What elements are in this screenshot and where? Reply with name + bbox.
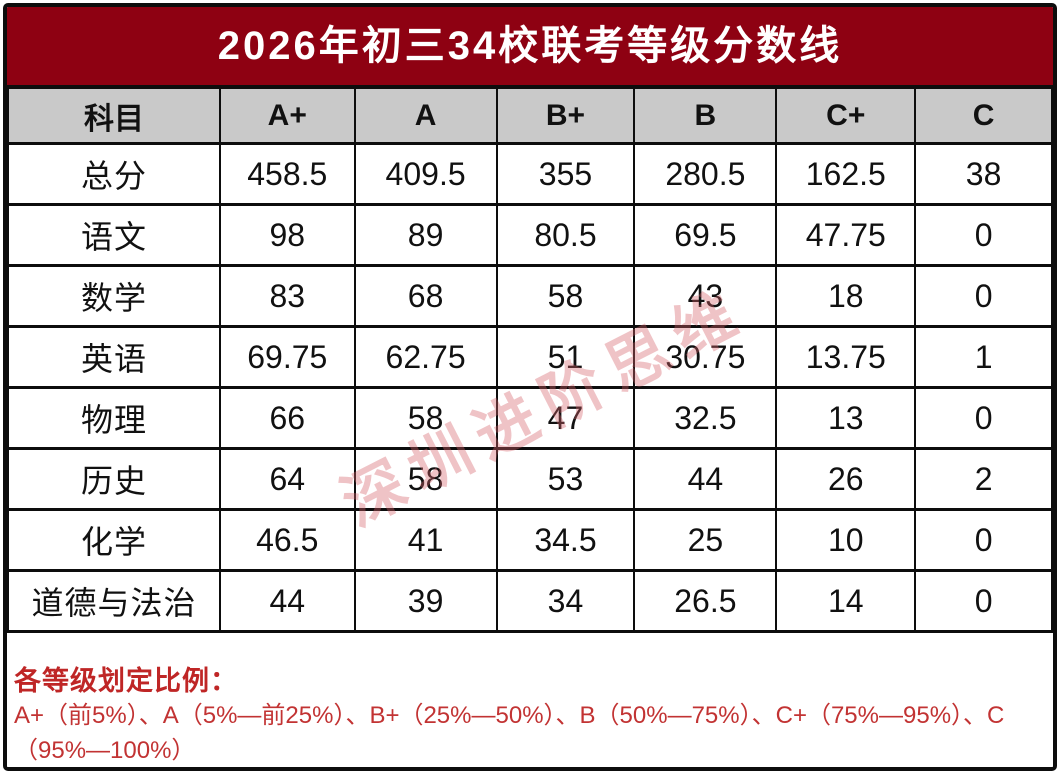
score-cell: 10 bbox=[775, 508, 917, 572]
column-header-b: B bbox=[633, 89, 778, 145]
score-cell: 98 bbox=[218, 203, 356, 267]
score-cell: 0 bbox=[914, 508, 1053, 572]
column-header-a-plus: A+ bbox=[218, 89, 356, 145]
table-row-history: 历史 64 58 53 44 26 2 bbox=[7, 447, 1053, 511]
score-cell: 89 bbox=[353, 203, 498, 267]
row-label: 总分 bbox=[7, 142, 221, 206]
score-cell: 68 bbox=[353, 264, 498, 328]
score-cell: 34.5 bbox=[495, 508, 636, 572]
score-cell: 43 bbox=[633, 264, 778, 328]
score-cell: 2 bbox=[914, 447, 1053, 511]
column-header-c: C bbox=[914, 89, 1053, 145]
score-cell: 25 bbox=[633, 508, 778, 572]
table-row-math: 数学 83 68 58 43 18 0 bbox=[7, 264, 1053, 328]
score-cell: 83 bbox=[218, 264, 356, 328]
score-cell: 69.5 bbox=[633, 203, 778, 267]
table-row-total: 总分 458.5 409.5 355 280.5 162.5 38 bbox=[7, 142, 1053, 206]
table-row-physics: 物理 66 58 47 32.5 13 0 bbox=[7, 386, 1053, 450]
score-cell: 162.5 bbox=[775, 142, 917, 206]
row-label: 道德与法治 bbox=[7, 569, 221, 633]
score-cell: 26.5 bbox=[633, 569, 778, 633]
table-row-chinese: 语文 98 89 80.5 69.5 47.75 0 bbox=[7, 203, 1053, 267]
score-cell: 30.75 bbox=[633, 325, 778, 389]
score-cell: 355 bbox=[495, 142, 636, 206]
row-label: 语文 bbox=[7, 203, 221, 267]
score-cell: 0 bbox=[914, 386, 1053, 450]
score-cell: 64 bbox=[218, 447, 356, 511]
score-cell: 458.5 bbox=[218, 142, 356, 206]
score-cell: 1 bbox=[914, 325, 1053, 389]
row-label: 历史 bbox=[7, 447, 221, 511]
score-cell: 80.5 bbox=[495, 203, 636, 267]
score-cell: 13.75 bbox=[775, 325, 917, 389]
row-label: 英语 bbox=[7, 325, 221, 389]
score-cell: 44 bbox=[633, 447, 778, 511]
row-label: 物理 bbox=[7, 386, 221, 450]
page-title: 2026年初三34校联考等级分数线 bbox=[217, 24, 843, 68]
score-cell: 38 bbox=[914, 142, 1053, 206]
column-header-subject: 科目 bbox=[7, 89, 221, 145]
score-cell: 0 bbox=[914, 569, 1053, 633]
ratio-note-text: A+（前5%）、A（5%—前25%）、B+（25%—50%）、B（50%—75%… bbox=[14, 702, 1005, 765]
score-cell: 13 bbox=[775, 386, 917, 450]
score-cell: 51 bbox=[495, 325, 636, 389]
score-cell: 58 bbox=[353, 386, 498, 450]
score-cell: 53 bbox=[495, 447, 636, 511]
score-cell: 409.5 bbox=[353, 142, 498, 206]
row-label: 数学 bbox=[7, 264, 221, 328]
row-label: 化学 bbox=[7, 508, 221, 572]
table-row-chemistry: 化学 46.5 41 34.5 25 10 0 bbox=[7, 508, 1053, 572]
header-row: 科目 A+ A B+ B C+ C bbox=[7, 89, 1053, 145]
score-cell: 14 bbox=[775, 569, 917, 633]
score-cell: 58 bbox=[495, 264, 636, 328]
column-header-b-plus: B+ bbox=[495, 89, 636, 145]
score-cell: 47 bbox=[495, 386, 636, 450]
score-cell: 32.5 bbox=[633, 386, 778, 450]
score-cell: 66 bbox=[218, 386, 356, 450]
score-cell: 26 bbox=[775, 447, 917, 511]
score-cell: 47.75 bbox=[775, 203, 917, 267]
score-cell: 39 bbox=[353, 569, 498, 633]
score-cell: 46.5 bbox=[218, 508, 356, 572]
ratio-note-label: 各等级划定比例： bbox=[14, 666, 238, 696]
score-table-document: 2026年初三34校联考等级分数线 科目 A+ A B+ B C+ C bbox=[3, 3, 1057, 771]
score-cell: 41 bbox=[353, 508, 498, 572]
score-cell: 69.75 bbox=[218, 325, 356, 389]
column-header-a: A bbox=[353, 89, 498, 145]
score-cell: 280.5 bbox=[633, 142, 778, 206]
score-cell: 18 bbox=[775, 264, 917, 328]
grade-score-table: 科目 A+ A B+ B C+ C 总分 458.5 409.5 355 280… bbox=[7, 89, 1053, 633]
score-cell: 0 bbox=[914, 203, 1053, 267]
grade-ratio-note: 各等级划定比例： A+（前5%）、A（5%—前25%）、B+（25%—50%）、… bbox=[7, 633, 1053, 767]
table-row-english: 英语 69.75 62.75 51 30.75 13.75 1 bbox=[7, 325, 1053, 389]
score-cell: 58 bbox=[353, 447, 498, 511]
score-cell: 44 bbox=[218, 569, 356, 633]
column-header-c-plus: C+ bbox=[775, 89, 917, 145]
score-cell: 34 bbox=[495, 569, 636, 633]
title-bar: 2026年初三34校联考等级分数线 bbox=[7, 7, 1053, 89]
score-cell: 62.75 bbox=[353, 325, 498, 389]
score-cell: 0 bbox=[914, 264, 1053, 328]
table-row-morality-law: 道德与法治 44 39 34 26.5 14 0 bbox=[7, 569, 1053, 633]
